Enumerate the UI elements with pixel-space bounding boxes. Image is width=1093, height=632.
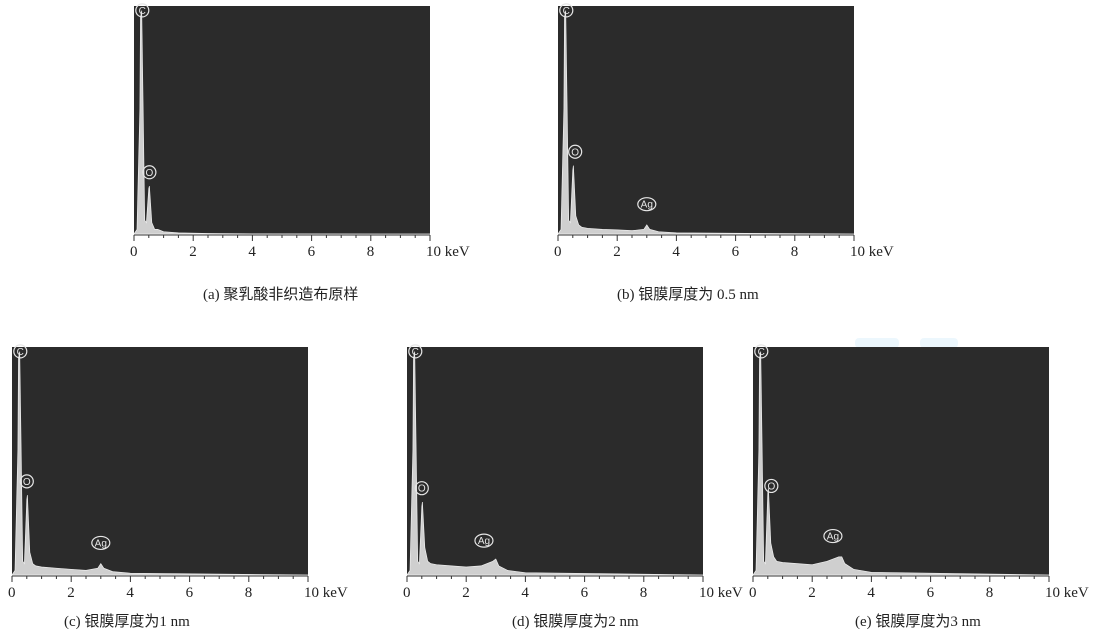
peak-marker [559,3,574,18]
watermark [920,338,958,348]
x-tick-label: 4 [521,585,529,601]
peak-label: C [758,347,765,358]
peak-label: C [412,347,419,358]
x-tick-label: 0 [749,585,757,601]
x-tick-label: 6 [186,585,194,601]
eds-spectrum-chart-b: C O Ag 0 2 4 6 8 10 keV [554,3,894,260]
x-tick-label: 4 [126,585,134,601]
x-tick-label: 8 [640,585,648,601]
peak-label: O [767,481,775,492]
x-tick-label: 6 [581,585,589,601]
x-tick-label: 10 keV [426,244,470,260]
peak-marker [91,535,111,551]
spectrum-panel-d: C O Ag 0 2 4 6 8 10 keV [395,344,743,607]
x-tick-label: 2 [808,585,816,601]
x-tick-label: 4 [248,244,256,260]
peak-marker [135,3,150,18]
peak-marker [823,528,843,544]
peak-marker [142,165,157,180]
x-tick-label: 8 [791,244,799,260]
eds-spectrum-chart-d: C O Ag 0 2 4 6 8 10 keV [403,344,743,601]
peak-label: O [146,168,154,179]
caption-c: (c) 银膜厚度为1 nm [64,614,190,630]
x-tick-label: 0 [403,585,411,601]
spectrum-area [406,351,704,576]
peak-label: C [563,6,570,17]
x-tick-label: 8 [986,585,994,601]
x-tick-label: 2 [462,585,470,601]
spectrum-panel-e: C O Ag 0 2 4 6 8 10 keV [741,344,1089,607]
x-tick-label: 4 [672,244,680,260]
peak-label: Ag [641,200,653,211]
x-tick-label: 6 [732,244,740,260]
plot-background [407,347,703,575]
x-tick-label: 8 [245,585,253,601]
x-tick-label: 10 keV [699,585,743,601]
x-tick-label: 4 [867,585,875,601]
x-tick-label: 6 [927,585,935,601]
caption-e: (e) 银膜厚度为3 nm [855,614,981,630]
x-tick-label: 2 [67,585,75,601]
peak-marker [474,533,494,548]
peak-label: Ag [478,536,490,547]
caption-a: (a) 聚乳酸非织造布原样 [203,287,359,303]
x-tick-label: 0 [554,244,562,260]
peak-marker [764,478,779,494]
peak-label: Ag [95,538,107,549]
spectrum-area [557,10,855,235]
eds-spectrum-chart-c: C O Ag 0 2 4 6 8 10 keV [8,344,348,601]
plot-background [753,347,1049,575]
peak-label: O [23,477,31,488]
spectrum-area [752,351,1050,576]
x-tick-label: 0 [130,244,138,260]
x-tick-label: 8 [367,244,375,260]
spectrum-area [133,10,431,235]
x-tick-label: 6 [308,244,316,260]
caption-b: (b) 银膜厚度为 0.5 nm [617,287,759,303]
peak-label: C [139,6,146,17]
peak-label: C [17,347,24,358]
eds-spectrum-chart-a: C O 0 2 4 6 8 10 keV [130,3,470,260]
x-tick-label: 2 [613,244,621,260]
spectrum-panel-c: C O Ag 0 2 4 6 8 10 keV [0,344,348,607]
plot-background [134,6,430,234]
caption-d: (d) 银膜厚度为2 nm [512,614,639,630]
peak-label: O [571,147,579,158]
watermark [855,338,899,348]
x-tick-label: 10 keV [304,585,348,601]
peak-marker [13,344,28,359]
eds-spectrum-chart-e: C O Ag 0 2 4 6 8 10 keV [749,344,1089,601]
peak-marker [19,474,34,489]
plot-background [558,6,854,234]
x-tick-label: 0 [8,585,16,601]
spectrum-area [11,351,309,576]
peak-label: O [418,484,426,495]
x-tick-label: 10 keV [850,244,894,260]
peak-marker [414,481,429,496]
spectrum-panel-a: C O 0 2 4 6 8 10 keV [122,3,470,266]
plot-background [12,347,308,575]
peak-marker [568,144,583,159]
peak-marker [637,197,657,212]
x-tick-label: 2 [189,244,197,260]
x-tick-label: 10 keV [1045,585,1089,601]
spectrum-panel-b: C O Ag 0 2 4 6 8 10 keV [546,3,894,266]
peak-marker [408,344,423,359]
peak-marker [754,344,769,359]
peak-label: Ag [827,532,839,543]
